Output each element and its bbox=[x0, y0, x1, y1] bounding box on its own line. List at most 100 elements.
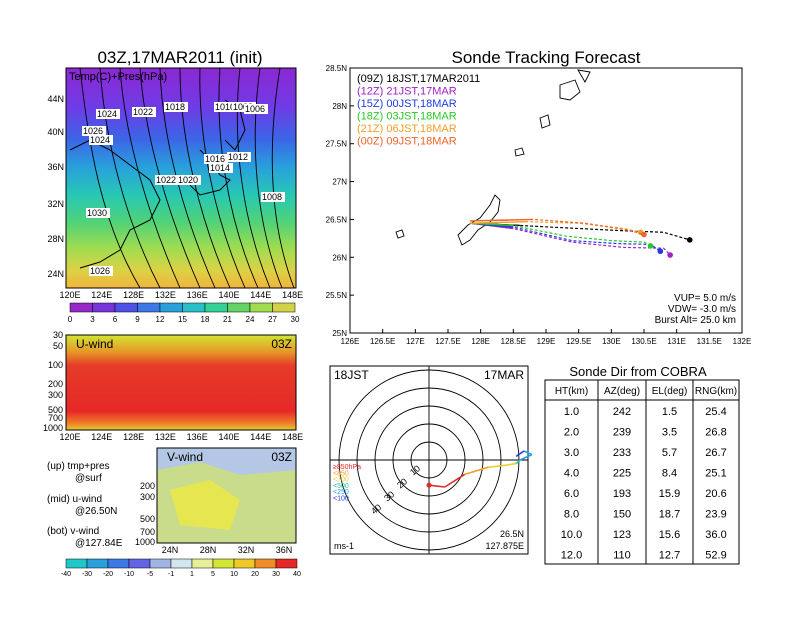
hodo-segment bbox=[444, 473, 466, 488]
track-landing-point bbox=[667, 252, 673, 258]
table-header-cell: EL(deg) bbox=[652, 386, 688, 397]
track-xtick-label: 128.5E bbox=[501, 337, 526, 346]
uwind-level-label: 500 bbox=[48, 405, 63, 415]
uwind-level-label: 1000 bbox=[43, 423, 63, 433]
track-ytick-label: 27N bbox=[332, 178, 347, 187]
temp-colorbar-swatch bbox=[182, 302, 206, 313]
hodo-segment bbox=[515, 450, 525, 458]
map-lon-label: 128E bbox=[123, 290, 144, 300]
track-title: Sonde Tracking Forecast bbox=[452, 48, 641, 67]
track-series bbox=[470, 218, 693, 258]
table-cell: 239 bbox=[613, 427, 631, 439]
uwind-frame bbox=[65, 334, 297, 431]
vwind-lat-label: 24N bbox=[162, 545, 179, 555]
map-lat-label: 32N bbox=[47, 199, 64, 209]
table-cell: 150 bbox=[613, 509, 631, 521]
temp-colorbar: 0 3 6 9 12 15 18 21 24 27 30 bbox=[68, 302, 300, 324]
table-cell: 26.8 bbox=[705, 427, 726, 439]
vwind-lat-labels: 24N 28N 32N 36N bbox=[162, 545, 293, 555]
vwind-colorbar-label: 40 bbox=[293, 571, 301, 578]
pressure-label-bg bbox=[132, 107, 156, 117]
map-lat-label: 36N bbox=[47, 162, 64, 172]
table-cell: 6.0 bbox=[564, 488, 579, 500]
table-cell: 23.9 bbox=[705, 509, 726, 521]
vwind-level-label: 200 bbox=[140, 481, 155, 491]
uwind-level-label: 200 bbox=[48, 379, 63, 389]
track-xtick-label: 126E bbox=[341, 337, 360, 346]
table-cell: 2.0 bbox=[564, 427, 579, 439]
uwind-level-label: 700 bbox=[48, 413, 63, 423]
vwind-colorbar-label: 1 bbox=[190, 571, 194, 578]
temp-colorbar-swatch bbox=[159, 302, 183, 313]
track-legend-entry: (12Z) 21JST,17MAR bbox=[357, 86, 457, 98]
track-xtick-label: 126.5E bbox=[370, 337, 395, 346]
vwind-colorbar-swatch bbox=[275, 558, 298, 569]
vwind-colorbar-swatch bbox=[170, 558, 193, 569]
pressure-label-bg bbox=[244, 104, 268, 114]
hodo-segment bbox=[488, 464, 505, 468]
track-coastline bbox=[395, 69, 591, 246]
temp-colorbar-swatch bbox=[137, 302, 161, 313]
track-ytick-label: 27.5N bbox=[326, 140, 348, 149]
table-cell: 8.4 bbox=[662, 468, 677, 480]
hodo-ring-label: 20 bbox=[395, 476, 409, 490]
temp-colorbar-label: 15 bbox=[178, 315, 187, 324]
track-xtick-label: 130.5E bbox=[631, 337, 656, 346]
track-ytick-label: 25N bbox=[332, 329, 347, 338]
cobra-table: HT(km) 1.0 2.0 3.0 4.0 6.0 8.0 10.0 12.0 AZ(deg) 2… bbox=[544, 379, 740, 565]
vwind-level-label: 500 bbox=[140, 514, 155, 524]
vwind-colorbar-swatch bbox=[107, 558, 130, 569]
track-xtick-label: 131E bbox=[667, 337, 686, 346]
track-xtick-label: 129.5E bbox=[566, 337, 591, 346]
note-up: (up) tmp+pres bbox=[47, 461, 110, 472]
hodo-level-entry: <500 bbox=[333, 483, 349, 490]
table-cell: 10.0 bbox=[561, 529, 582, 541]
pressure-label: 1026 bbox=[90, 266, 110, 276]
vwind-colorbar-label: -5 bbox=[147, 571, 153, 578]
vwind-lat-label: 36N bbox=[276, 545, 293, 555]
table-frame bbox=[544, 379, 740, 565]
vwind-level-label: 1000 bbox=[135, 537, 155, 547]
track-legend-entry: (00Z) 09JST,18MAR bbox=[357, 136, 457, 148]
track-landing-point bbox=[686, 237, 693, 243]
table-cell: 5.7 bbox=[662, 447, 677, 459]
table-cell: 26.7 bbox=[705, 447, 726, 459]
map-lon-labels: 120E 124E 128E 132E 136E 140E 144E 148E bbox=[59, 290, 303, 300]
track-ytick-label: 26.5N bbox=[326, 215, 348, 224]
track-xtick-label: 127.5E bbox=[435, 337, 460, 346]
map-lon-label: 140E bbox=[218, 290, 239, 300]
uwind-lon-label: 132E bbox=[155, 432, 176, 442]
vwind-colorbar-swatch bbox=[86, 558, 109, 569]
hodo-segment bbox=[428, 484, 445, 488]
track-xtick-label: 131.5E bbox=[697, 337, 722, 346]
uwind-lon-label: 124E bbox=[91, 432, 112, 442]
track-legend-entry: (21Z) 06JST,18MAR bbox=[357, 123, 457, 135]
map-label: Temp(C)+Pres(hPa) bbox=[69, 71, 167, 83]
vwind-colorbar-label: 10 bbox=[230, 571, 238, 578]
hodo-lat: 26.5N bbox=[500, 529, 524, 539]
hodo-units: ms-1 bbox=[334, 541, 354, 551]
hodo-level-entry: <700 bbox=[333, 477, 349, 484]
track-xtick-label: 129E bbox=[537, 337, 556, 346]
vwind-level-label: 700 bbox=[140, 527, 155, 537]
vwind-colorbar-label: 30 bbox=[272, 571, 280, 578]
pressure-label: 1016 bbox=[205, 154, 225, 164]
uwind-time: 03Z bbox=[271, 337, 292, 351]
hodo-level-entry: <250 bbox=[333, 489, 349, 496]
track-series-ascent bbox=[470, 221, 527, 224]
pressure-label: 1010 bbox=[215, 102, 235, 112]
track-ytick-label: 28N bbox=[332, 102, 347, 111]
pressure-label-bg bbox=[155, 175, 179, 185]
table-cell: 4.0 bbox=[564, 468, 579, 480]
legend-notes: (up) tmp+pres @surf (mid) u-wind @26.50N… bbox=[47, 461, 123, 549]
hodo-ring-label: 30 bbox=[382, 489, 396, 503]
note-mid2: @26.50N bbox=[75, 506, 117, 517]
vwind-colorbar-label: -10 bbox=[124, 571, 134, 578]
table-cell: 12.7 bbox=[659, 550, 680, 562]
pressure-label-bg bbox=[227, 152, 251, 162]
pressure-label: 1008 bbox=[233, 102, 253, 112]
